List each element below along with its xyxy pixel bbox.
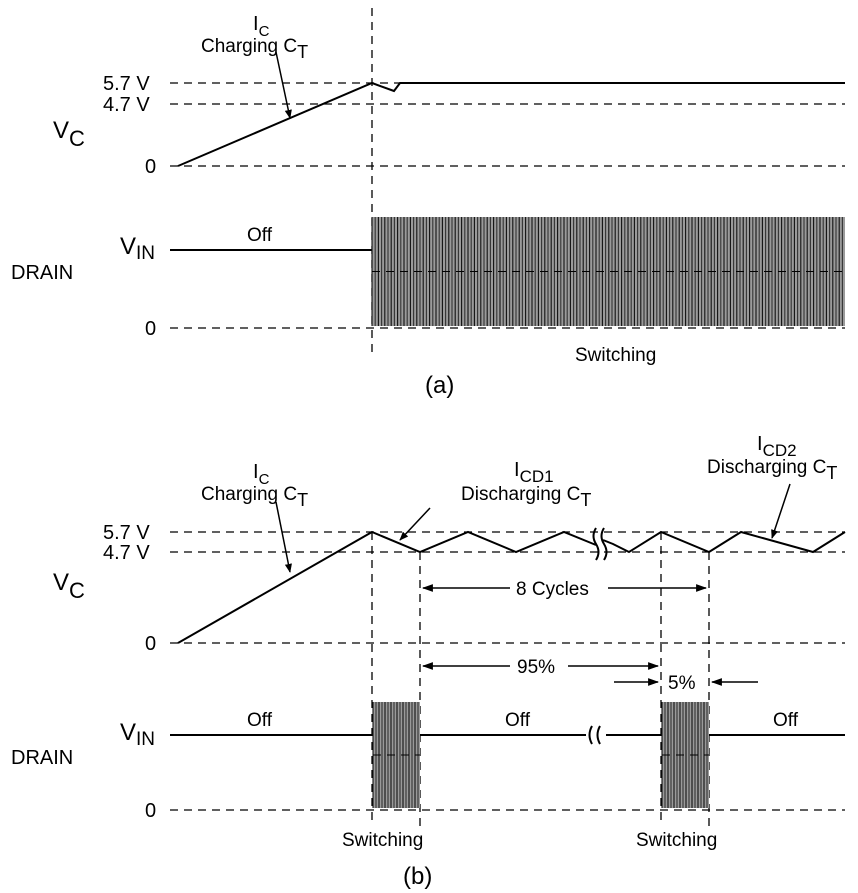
switching-label-b-2: Switching — [636, 830, 717, 851]
drain-label-b: DRAIN — [11, 747, 73, 769]
level-zero-drain-b: 0 — [145, 800, 156, 822]
drain-label-a: DRAIN — [11, 262, 73, 284]
ic-label-b: IC — [253, 461, 270, 488]
vc-break-mark — [592, 527, 600, 561]
ic-arrow-a — [275, 51, 292, 119]
vc-break-mark-2 — [600, 527, 608, 561]
charging-label-b: Charging CT — [201, 484, 308, 510]
caption-a: (a) — [425, 372, 454, 399]
icd2-label: ICD2 — [757, 433, 797, 460]
panel-b: 8 Cycles 95% 5% IC Charging CT ICD1 Disc… — [11, 433, 846, 890]
off-label-b-2: Off — [505, 710, 531, 731]
icd1-label: ICD1 — [514, 459, 554, 486]
discharging2-label: Discharging CT — [707, 457, 837, 483]
cycles-label: 8 Cycles — [516, 579, 589, 600]
ic-label-a: IC — [253, 13, 270, 40]
level-5-7v-b: 5.7 V — [103, 522, 150, 544]
vc-waveform-b-part1 — [177, 530, 597, 644]
switching-block-b-1 — [372, 702, 420, 808]
vc-waveform-b-part2 — [602, 530, 846, 554]
icd2-arrow — [771, 483, 791, 539]
discharging1-label: Discharging CT — [461, 484, 591, 510]
switching-block-b-2 — [661, 702, 709, 808]
off-label-b-3: Off — [773, 710, 799, 731]
off-label-b-1: Off — [247, 710, 273, 731]
drain-break-mark — [588, 725, 593, 745]
level-zero-drain-a: 0 — [145, 318, 156, 340]
vc-label-a: VC — [53, 117, 85, 151]
vin-label-a: VIN — [120, 233, 155, 264]
icd1-arrow — [399, 507, 431, 541]
level-zero-vc-a: 0 — [145, 156, 156, 178]
switching-label-a: Switching — [575, 345, 656, 366]
level-zero-vc-b: 0 — [145, 633, 156, 655]
percent-95-label: 95% — [517, 657, 555, 678]
switching-block-a — [371, 217, 845, 326]
vc-label-b: VC — [53, 569, 85, 603]
vin-label-b: VIN — [120, 719, 155, 750]
percent-5-label: 5% — [668, 673, 696, 694]
level-4-7v-a: 4.7 V — [103, 94, 150, 116]
level-4-7v-b: 4.7 V — [103, 542, 150, 564]
charging-label-a: Charging CT — [201, 36, 308, 62]
caption-b: (b) — [403, 863, 432, 890]
drain-break-mark-2 — [596, 725, 601, 745]
off-label-a: Off — [247, 225, 273, 246]
panel-a: IC Charging CT 5.7 V 4.7 V VC 0 Off VIN … — [11, 8, 845, 399]
ic-arrow-b — [275, 501, 292, 573]
vc-waveform-a — [177, 81, 845, 167]
level-5-7v-a: 5.7 V — [103, 73, 150, 95]
switching-label-b-1: Switching — [342, 830, 423, 851]
